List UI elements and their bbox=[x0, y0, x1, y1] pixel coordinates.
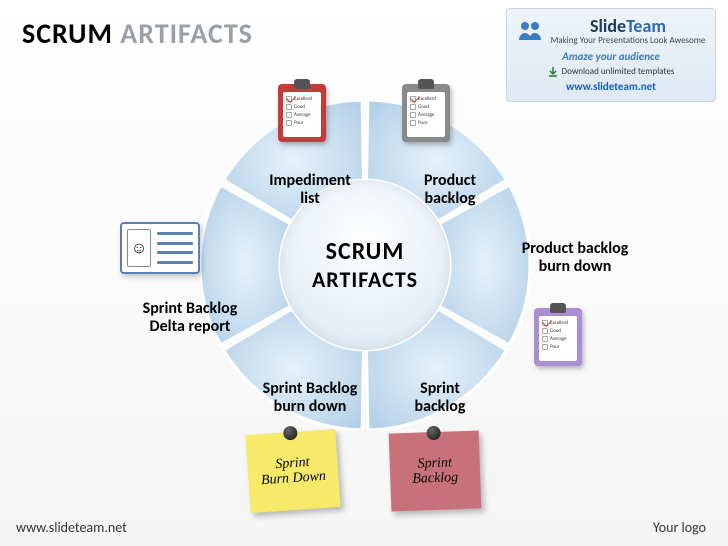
brand-tagline: Making Your Presentations Look Awesome bbox=[551, 35, 706, 46]
face-icon: ☺ bbox=[127, 229, 151, 267]
people-icon bbox=[517, 20, 545, 42]
slide-title: SCRUM ARTIFACTS bbox=[22, 16, 253, 51]
brand-word-2: Team bbox=[626, 15, 666, 37]
sticky-note-sprint_burndown: SprintBurn Down bbox=[245, 429, 340, 513]
pin-icon bbox=[426, 426, 440, 440]
label-sprint-backlog-burndown: Sprint Backlogburn down bbox=[240, 380, 380, 417]
brand-download: Download unlimited templates bbox=[562, 66, 675, 77]
title-accent: ARTIFACTS bbox=[120, 16, 253, 51]
download-icon bbox=[548, 67, 558, 77]
clipboard-icon-pb_burndown: ExcellentGoodAveragePoor bbox=[534, 308, 582, 366]
brand-word-1: Slide bbox=[590, 15, 626, 37]
pin-icon bbox=[283, 426, 298, 441]
brand-box: SlideTeam Making Your Presentations Look… bbox=[506, 8, 716, 102]
clipboard-icon-impediment: ExcellentGoodAveragePoor bbox=[278, 84, 326, 142]
brand-url: www.slideteam.net bbox=[515, 80, 707, 93]
label-sprint-backlog: Sprintbacklog bbox=[390, 380, 490, 417]
label-product-backlog-burndown: Product backlogburn down bbox=[500, 240, 650, 277]
clipboard-icon-product: ExcellentGoodAveragePoor bbox=[402, 84, 450, 142]
center-line2: ARTIFACTS bbox=[312, 266, 418, 293]
label-product-backlog: Productbacklog bbox=[400, 172, 500, 209]
center-line1: SCRUM bbox=[326, 237, 405, 266]
title-main: SCRUM bbox=[22, 16, 113, 51]
footer-logo-placeholder: Your logo bbox=[653, 519, 706, 536]
label-sprint-backlog-delta: Sprint BacklogDelta report bbox=[120, 300, 260, 337]
id-card-lines bbox=[157, 229, 193, 267]
id-card-icon: ☺ bbox=[120, 222, 200, 274]
footer-url: www.slideteam.net bbox=[16, 519, 127, 536]
label-impediment-list: Impedimentlist bbox=[250, 172, 370, 209]
brand-amaze: Amaze your audience bbox=[515, 50, 707, 63]
sticky-note-sprint_backlog: SprintBacklog bbox=[389, 430, 482, 511]
